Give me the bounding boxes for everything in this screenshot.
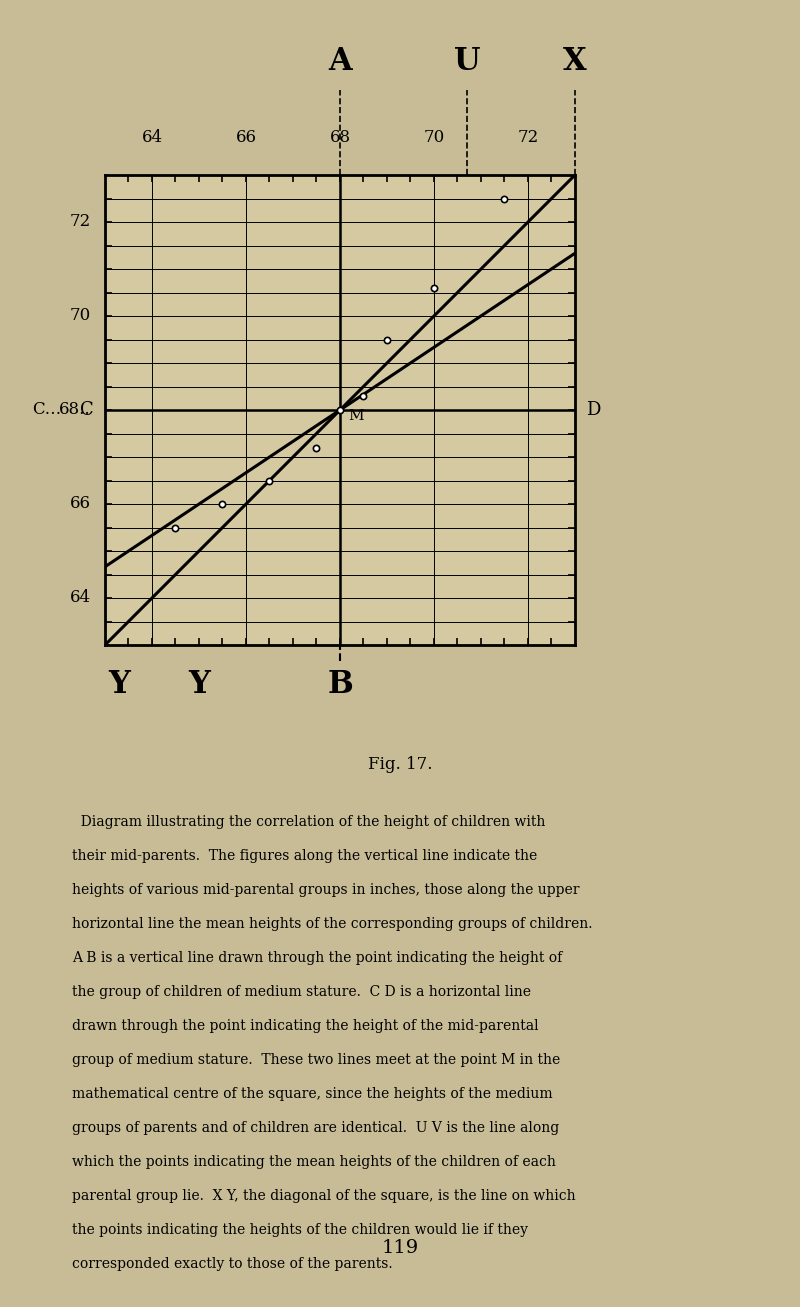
Text: 70: 70 xyxy=(70,307,90,324)
Text: 68: 68 xyxy=(330,129,350,146)
Text: C: C xyxy=(80,401,94,420)
Text: 66: 66 xyxy=(70,495,90,512)
Text: drawn through the point indicating the height of the mid-parental: drawn through the point indicating the h… xyxy=(72,1018,538,1033)
Text: M: M xyxy=(349,409,364,423)
Text: the points indicating the heights of the children would lie if they: the points indicating the heights of the… xyxy=(72,1222,528,1236)
Text: D: D xyxy=(586,401,601,420)
Text: heights of various mid-parental groups in inches, those along the upper: heights of various mid-parental groups i… xyxy=(72,882,579,897)
Text: Fig. 17.: Fig. 17. xyxy=(368,755,432,774)
Text: 72: 72 xyxy=(518,129,538,146)
Text: 64: 64 xyxy=(70,589,90,606)
Text: 66: 66 xyxy=(235,129,257,146)
Text: Y: Y xyxy=(108,668,130,699)
Text: A: A xyxy=(328,46,352,77)
Text: B: B xyxy=(327,668,353,699)
Text: the group of children of medium stature.  C D is a horizontal line: the group of children of medium stature.… xyxy=(72,984,531,999)
Text: mathematical centre of the square, since the heights of the medium: mathematical centre of the square, since… xyxy=(72,1086,553,1100)
Text: 64: 64 xyxy=(142,129,162,146)
Text: Diagram illustrating the correlation of the height of children with: Diagram illustrating the correlation of … xyxy=(72,814,546,829)
Text: 72: 72 xyxy=(70,213,90,230)
Text: 70: 70 xyxy=(423,129,445,146)
Text: Y: Y xyxy=(188,668,210,699)
Text: group of medium stature.  These two lines meet at the point M in the: group of medium stature. These two lines… xyxy=(72,1052,560,1067)
Text: A B is a vertical line drawn through the point indicating the height of: A B is a vertical line drawn through the… xyxy=(72,950,562,965)
Text: horizontal line the mean heights of the corresponding groups of children.: horizontal line the mean heights of the … xyxy=(72,916,593,931)
Text: U: U xyxy=(454,46,480,77)
Text: their mid-parents.  The figures along the vertical line indicate the: their mid-parents. The figures along the… xyxy=(72,848,538,863)
Text: parental group lie.  X Y, the diagonal of the square, is the line on which: parental group lie. X Y, the diagonal of… xyxy=(72,1188,576,1202)
Text: C…: C… xyxy=(32,401,61,418)
Text: X: X xyxy=(563,46,587,77)
Text: groups of parents and of children are identical.  U V is the line along: groups of parents and of children are id… xyxy=(72,1120,559,1134)
Text: 119: 119 xyxy=(382,1239,418,1257)
Text: which the points indicating the mean heights of the children of each: which the points indicating the mean hei… xyxy=(72,1154,556,1168)
Text: corresponded exactly to those of the parents.: corresponded exactly to those of the par… xyxy=(72,1256,393,1270)
Text: 68..: 68.. xyxy=(59,401,90,418)
